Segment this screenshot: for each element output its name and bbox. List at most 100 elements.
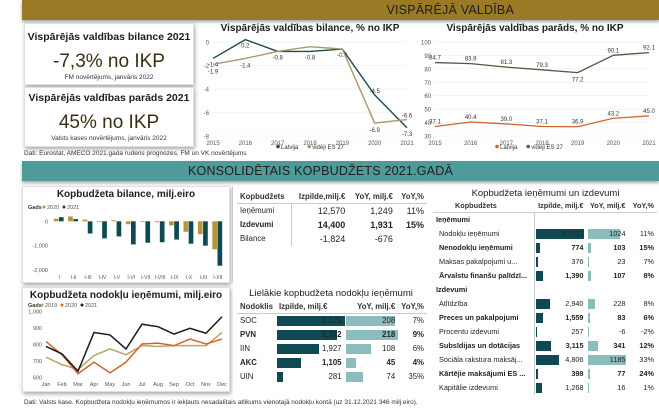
bar-2020[interactable] [125, 221, 131, 225]
bar-2021[interactable] [159, 221, 165, 243]
col-header[interactable]: YoY,% [401, 192, 424, 201]
bar-2020[interactable] [68, 216, 73, 222]
legend-label[interactable]: 2020 [65, 303, 77, 309]
cell-exec: 10,031 [535, 227, 587, 241]
col-header[interactable]: YoY,% [401, 302, 424, 311]
empty [629, 213, 658, 227]
series-line-vidēji-es-27 [212, 45, 408, 124]
legend-label[interactable]: vidēji ES 27 [312, 145, 344, 151]
x-tick-label: 2016 [239, 141, 253, 147]
bar-2021[interactable] [102, 221, 107, 239]
col-header[interactable]: YoY,% [632, 201, 654, 210]
legend-label[interactable]: 2019 [45, 303, 57, 309]
cell-exec: 2,762 [276, 328, 345, 342]
cell-value: 341 [613, 341, 626, 350]
cell-value: 45 [386, 358, 396, 367]
bar-2021[interactable] [131, 221, 136, 245]
bar-2020[interactable] [140, 221, 145, 223]
bar-2020[interactable] [183, 221, 189, 232]
bar-2020[interactable] [169, 221, 174, 226]
cell-value: 107 [613, 271, 626, 280]
cell-value: 1,105 [322, 358, 342, 367]
cell-exec: 1,927 [276, 342, 345, 356]
table-row[interactable]: Nenodokļu ieņēmumi 774 103 15% [433, 240, 657, 255]
x-tick-label: Nov [201, 382, 211, 388]
x-tick-label: 2017 [271, 141, 285, 147]
bar-2020[interactable] [154, 221, 160, 223]
kpi-note: Valsts kases novērtējums, janvāris 2022 [51, 135, 167, 142]
bar-2021[interactable] [116, 221, 122, 237]
legend-label[interactable]: vidēji ES 27 [531, 145, 563, 151]
table-row[interactable]: Bilance -1,824 -676 [237, 231, 427, 246]
data-label: 37.1 [429, 119, 441, 125]
bar-2020[interactable] [197, 221, 203, 235]
table-row[interactable]: SOC 3,121 208 7% [237, 314, 427, 328]
table-row[interactable]: PVN 2,762 218 9% [237, 328, 427, 342]
bar-2020[interactable] [82, 219, 88, 222]
cell-yoy: 208 [345, 314, 399, 328]
data-bar [345, 329, 398, 340]
cell-pct: 33% [639, 355, 654, 364]
table-row[interactable]: AKC 1,105 45 4% [237, 356, 427, 370]
bar-2021[interactable] [188, 221, 194, 244]
data-label: 81.3 [500, 60, 512, 66]
bar-2021[interactable] [174, 221, 179, 240]
data-bar [536, 298, 551, 309]
bar-2021[interactable] [58, 217, 64, 222]
bar-2020[interactable] [96, 221, 102, 223]
x-tick-label: Feb [57, 382, 66, 388]
x-tick-label: I-VIII [155, 275, 166, 281]
col-header[interactable]: Nodoklis [240, 302, 273, 311]
cell-value: 1,390 [565, 271, 584, 280]
table-row[interactable]: Izdevumi 14,400 1,931 15% [237, 217, 427, 232]
cell-yoy: -676 [374, 233, 393, 244]
bar-2021[interactable] [217, 221, 223, 266]
bar-2021[interactable] [145, 221, 151, 243]
cell-pct: 4% [412, 358, 424, 367]
cell-yoy: 228 [587, 297, 629, 311]
table-row[interactable]: Kārtējie maksājumi ES ... 398 77 24% [433, 366, 657, 381]
col-header[interactable]: YoY, milj.€ [589, 201, 626, 210]
data-bar [587, 382, 589, 393]
bar-2020[interactable] [53, 218, 59, 222]
col-header[interactable]: Izpilde, milj.€ [278, 302, 328, 311]
table-row[interactable]: Preces un pakalpojumi 1,559 83 6% [433, 310, 657, 325]
col-header[interactable]: Kopbudžets [240, 192, 285, 201]
col-header[interactable]: Izpilde,milj.€ [298, 192, 346, 201]
bar-2021[interactable] [73, 219, 79, 222]
table-row[interactable]: Atlīdzība 2,940 228 8% [433, 296, 657, 311]
col-header[interactable]: YoY, milj.€ [357, 302, 396, 311]
legend-label[interactable]: Latvija [500, 145, 518, 151]
legend-marker [42, 205, 46, 209]
legend-label[interactable]: 2020 [47, 205, 59, 211]
data-label: -0.8 [272, 55, 283, 61]
section-row[interactable]: Izdevumi [433, 282, 657, 297]
section-banner-general-government: VISPĀRĒJĀ VALDĪBA [22, 0, 659, 20]
table-row[interactable]: Maksas pakalpojumi u... 376 23 7% [433, 254, 657, 269]
source-text: Dati: Valsts kase. Kopbudžeta nodokļu ie… [24, 399, 418, 406]
col-header[interactable]: Izpilde, milj.€ [538, 201, 584, 210]
cell-value: 1,559 [565, 313, 584, 322]
table-row[interactable]: IIN 1,927 108 6% [237, 342, 427, 356]
table-row[interactable]: Sociāla rakstura maksāj... 4,806 1185 33% [433, 352, 657, 367]
table-row[interactable]: Ārvalstu finanšu palīdzī... 1,390 107 8% [433, 268, 657, 283]
legend-label[interactable]: 2021 [85, 303, 97, 309]
legend-label[interactable]: 2021 [67, 205, 79, 211]
col-header[interactable]: Kopbudžets [455, 201, 497, 210]
table-row[interactable]: UIN 281 74 35% [237, 370, 427, 384]
section-row[interactable]: Ieņēmumi [433, 212, 658, 227]
table-row[interactable]: Subsīdijas un dotācijas 3,115 341 12% [433, 338, 657, 353]
bar-2020[interactable] [212, 221, 218, 250]
col-header[interactable]: YoY, milj.€ [354, 192, 393, 201]
bar-2021[interactable] [87, 221, 93, 234]
table-row[interactable]: Ieņēmumi 12,570 1,249 11% [237, 203, 427, 218]
table-row[interactable]: Nodokļu ieņēmumi 10,031 1024 11% [433, 226, 657, 241]
series-line-2020 [45, 338, 223, 375]
table-row[interactable]: Procentu izdevumi 257 -6 -2% [433, 324, 657, 339]
bar-2021[interactable] [203, 221, 208, 246]
table-row[interactable]: Kapitālie izdevumi 1,268 16 1% [433, 380, 657, 395]
legend-label[interactable]: Latvija [281, 145, 299, 151]
empty [587, 283, 629, 297]
section-label: Ieņēmumi [433, 212, 535, 227]
bar-2020[interactable] [111, 220, 117, 222]
